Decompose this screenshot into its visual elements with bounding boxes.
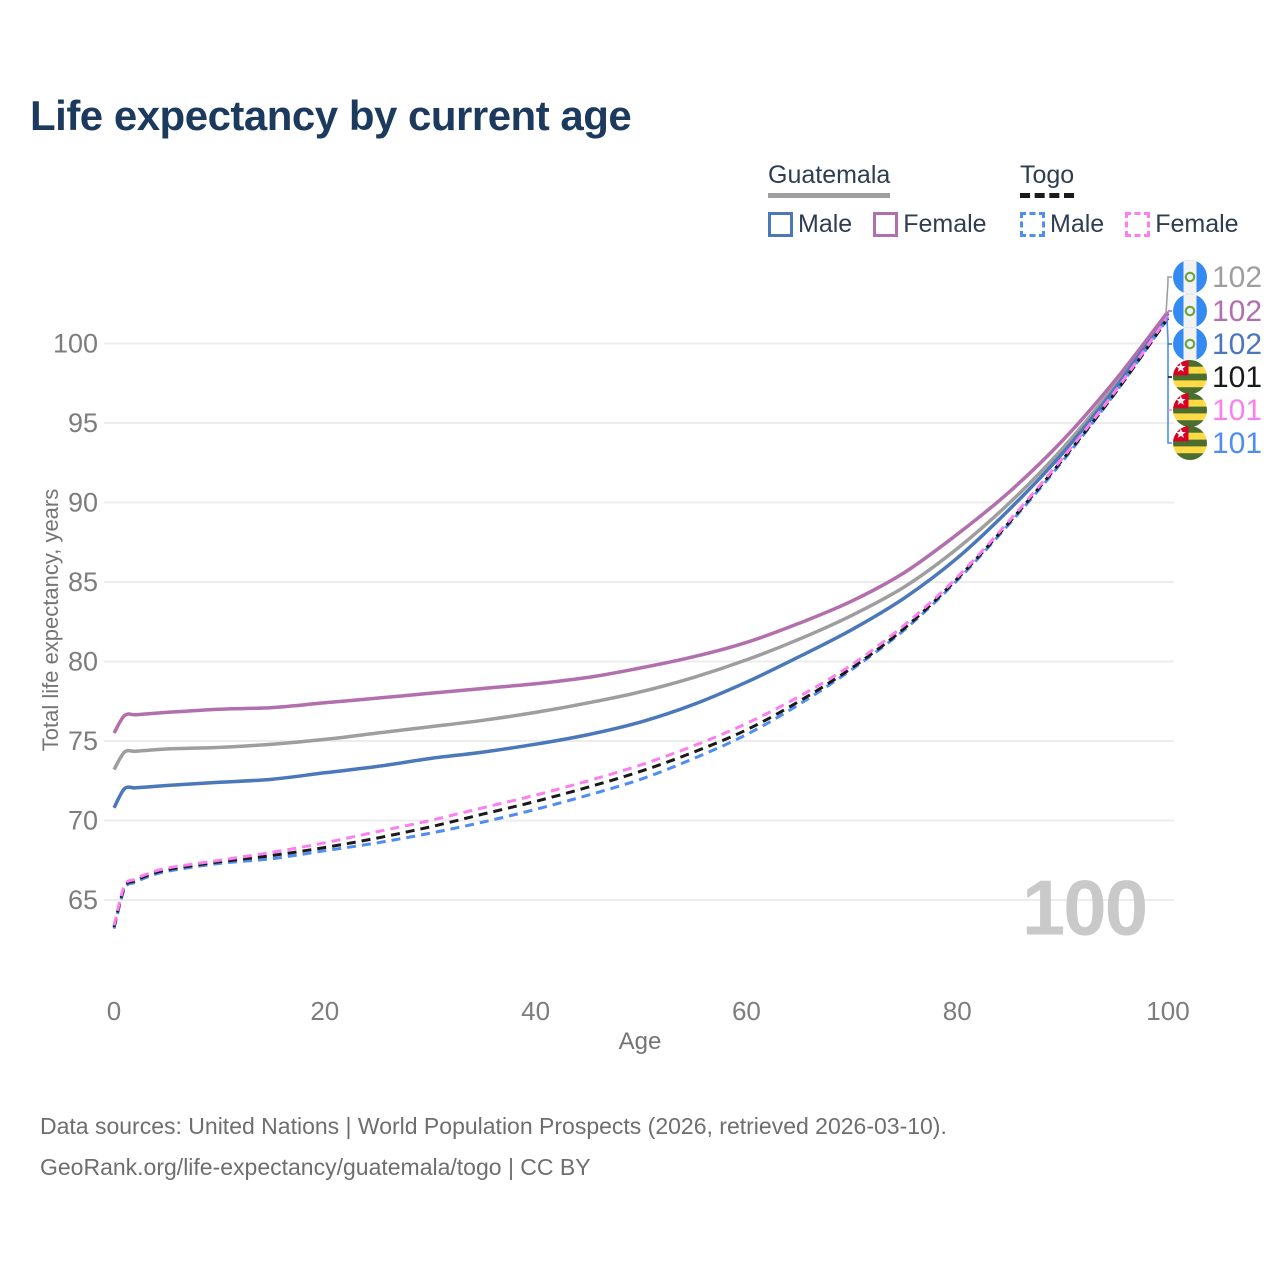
- connector-top: [1165, 276, 1172, 314]
- guatemala-female-swatch-icon: [873, 211, 899, 237]
- legend-item-guatemala-female[interactable]: Female: [873, 209, 987, 239]
- legend-country-guatemala[interactable]: Guatemala: [768, 161, 891, 198]
- hover-age-watermark: 100: [1021, 863, 1148, 952]
- y-tick-100: 100: [53, 329, 98, 359]
- y-tick-75: 75: [68, 726, 98, 756]
- y-tick-95: 95: [68, 408, 98, 438]
- end-label-togo-male: 101: [1212, 427, 1262, 460]
- series-togo-both-sexes[interactable]: [112, 317, 1170, 928]
- legend-label-togo-female: Female: [1155, 209, 1239, 238]
- togo-flag-icon: [1173, 360, 1207, 394]
- x-tick-0: 0: [107, 996, 121, 1026]
- end-label-togo-female: 101: [1212, 394, 1262, 427]
- legend-item-togo-female[interactable]: Female: [1125, 209, 1239, 239]
- end-label-guatemala-both-sexes: 102: [1212, 261, 1262, 294]
- series-togo-male[interactable]: [112, 317, 1170, 929]
- guatemala-male-swatch-icon: [768, 211, 793, 237]
- legend-label-guatemala-female: Female: [903, 209, 987, 238]
- footer-sources-line: Data sources: United Nations | World Pop…: [40, 1113, 947, 1139]
- legend-group-guatemala: Guatemala Male Female: [768, 161, 987, 239]
- y-tick-80: 80: [68, 647, 98, 677]
- footer-attribution-line: GeoRank.org/life-expectancy/guatemala/to…: [40, 1154, 591, 1180]
- y-tick-65: 65: [68, 885, 98, 915]
- legend-label-guatemala-male: Male: [798, 209, 853, 238]
- connector-bottom: [1166, 317, 1172, 444]
- legend-country-togo[interactable]: Togo: [1020, 161, 1075, 198]
- x-tick-60: 60: [732, 996, 761, 1026]
- togo-male-swatch-icon: [1020, 211, 1045, 237]
- page-title: Life expectancy by current age: [30, 92, 632, 139]
- end-label-togo-both-sexes: 101: [1212, 361, 1262, 394]
- x-tick-100: 100: [1146, 996, 1189, 1026]
- footer: Data sources: United Nations | World Pop…: [40, 1106, 947, 1188]
- y-tick-85: 85: [68, 567, 98, 597]
- x-axis-title: Age: [618, 1028, 662, 1055]
- legend-item-togo-male[interactable]: Male: [1020, 210, 1104, 239]
- guatemala-flag-icon: [1173, 294, 1207, 328]
- legend-items-guatemala: Male Female: [768, 210, 987, 239]
- legend-items-togo: Male Female: [1020, 210, 1239, 239]
- series-guatemala-both-sexes[interactable]: [112, 312, 1170, 771]
- togo-flag-icon: [1173, 393, 1207, 427]
- end-label-guatemala-male: 102: [1212, 328, 1262, 361]
- legend-item-guatemala-male[interactable]: Male: [768, 210, 852, 239]
- y-tick-70: 70: [68, 806, 98, 836]
- end-label-guatemala-female: 102: [1212, 295, 1262, 328]
- series-guatemala-male[interactable]: [112, 312, 1170, 809]
- togo-female-swatch-icon: [1125, 211, 1151, 237]
- guatemala-flag-icon: [1173, 327, 1207, 361]
- legend-label-togo-male: Male: [1050, 209, 1105, 238]
- x-tick-80: 80: [943, 996, 972, 1026]
- x-tick-40: 40: [521, 996, 550, 1026]
- togo-flag-icon: [1173, 426, 1207, 460]
- legend-group-togo: Togo Male Female: [1020, 161, 1239, 239]
- series-togo-female[interactable]: [112, 315, 1170, 926]
- guatemala-flag-icon: [1173, 260, 1207, 294]
- series-guatemala-female[interactable]: [112, 310, 1170, 734]
- x-tick-20: 20: [310, 996, 339, 1026]
- y-tick-90: 90: [68, 488, 98, 518]
